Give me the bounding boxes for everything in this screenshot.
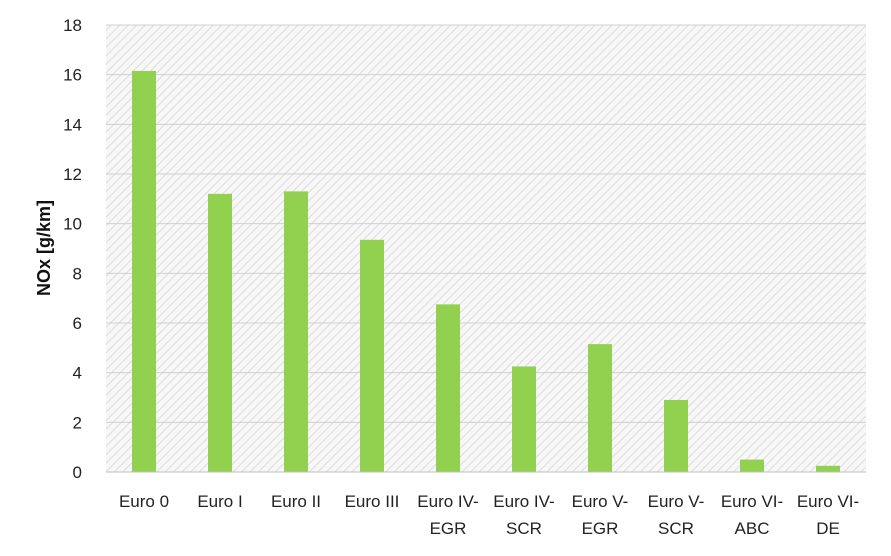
bar <box>816 465 840 472</box>
x-tick-label: Euro V- <box>572 492 629 511</box>
y-tick-label: 6 <box>73 314 82 333</box>
x-tick-label: EGR <box>582 519 619 538</box>
y-tick-labels: 0 2 4 6 8 10 12 14 16 18 <box>63 16 82 482</box>
bar <box>664 399 688 472</box>
x-tick-label: ABC <box>735 519 770 538</box>
x-tick-label: SCR <box>658 519 694 538</box>
bar <box>512 366 536 472</box>
x-tick-label: Euro IV- <box>417 492 478 511</box>
x-tick-label: Euro II <box>271 492 321 511</box>
y-tick-label: 10 <box>63 215 82 234</box>
y-tick-label: 16 <box>63 66 82 85</box>
bar <box>588 344 612 472</box>
x-tick-label: Euro VI- <box>797 492 859 511</box>
y-tick-label: 12 <box>63 165 82 184</box>
gridlines <box>106 24 866 423</box>
y-tick-label: 18 <box>63 16 82 35</box>
y-tick-label: 14 <box>63 115 82 134</box>
x-tick-label: Euro IV- <box>493 492 554 511</box>
bars <box>132 70 840 473</box>
y-axis-label: NOx [g/km] <box>34 200 54 296</box>
x-tick-label: SCR <box>506 519 542 538</box>
x-tick-label: EGR <box>430 519 467 538</box>
x-tick-label: Euro VI- <box>721 492 783 511</box>
bar <box>740 459 764 472</box>
bar <box>132 70 156 473</box>
x-tick-label: DE <box>816 519 840 538</box>
bar <box>208 193 232 472</box>
plot-area <box>106 25 866 472</box>
bar <box>436 304 460 472</box>
bar <box>360 239 384 472</box>
x-tick-label: Euro I <box>197 492 242 511</box>
x-tick-label: Euro V- <box>648 492 705 511</box>
y-tick-label: 4 <box>73 364 82 383</box>
x-tick-label: Euro 0 <box>119 492 169 511</box>
x-tick-labels: Euro 0 Euro I Euro II Euro III Euro IV- EGR Eu… <box>119 492 859 538</box>
bar <box>284 191 308 472</box>
y-tick-label: 2 <box>73 413 82 432</box>
x-tick-label: Euro III <box>345 492 400 511</box>
y-tick-label: 0 <box>73 463 82 482</box>
y-tick-label: 8 <box>73 264 82 283</box>
